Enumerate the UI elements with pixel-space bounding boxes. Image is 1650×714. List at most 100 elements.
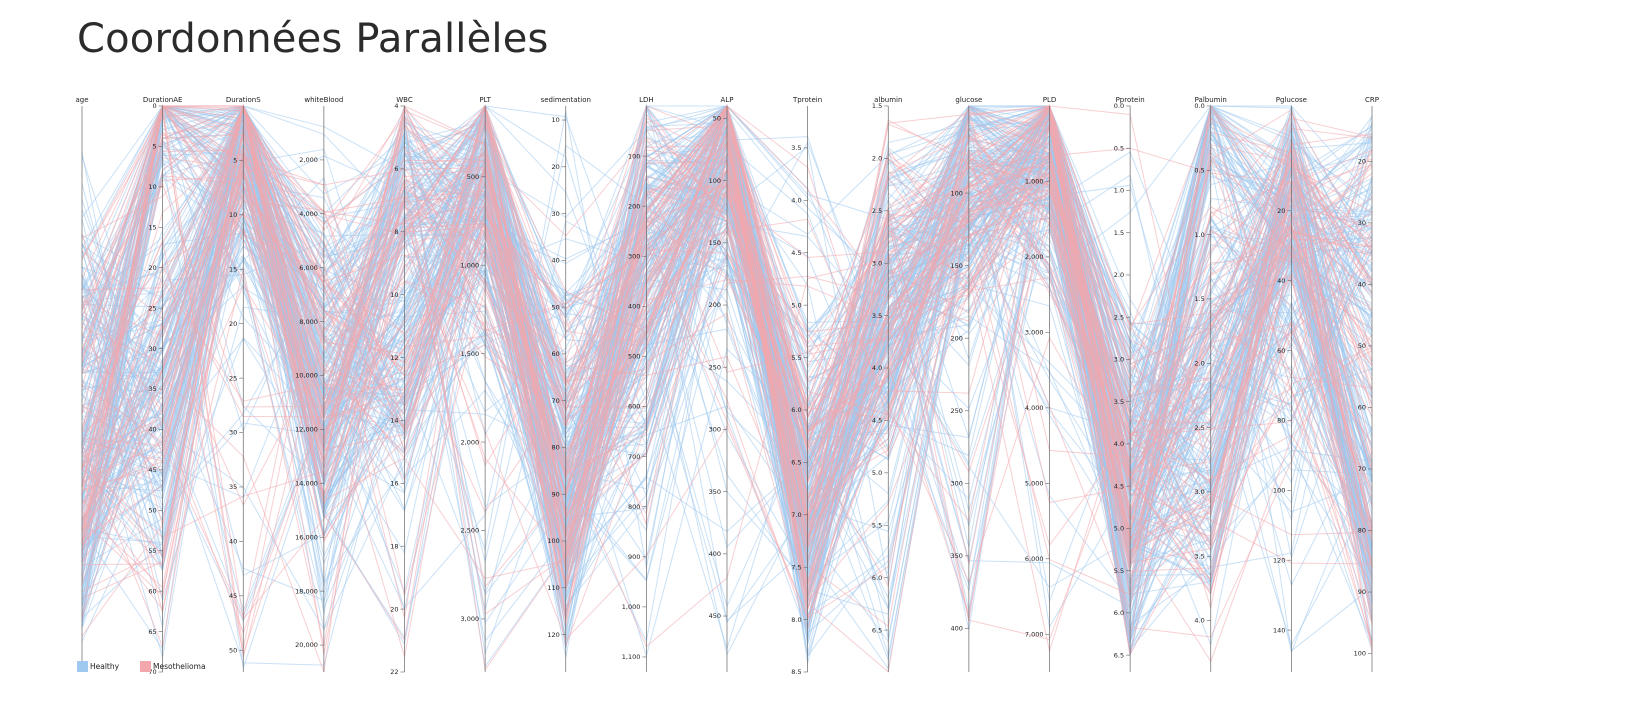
tick-label: 1,000 xyxy=(622,603,641,611)
tick-label: 90 xyxy=(1358,588,1366,596)
tick-label: 0.5 xyxy=(1194,167,1204,175)
legend-label: Mesothelioma xyxy=(153,662,206,671)
axis-title: PLD xyxy=(1043,96,1057,104)
axis-title: sedimentation xyxy=(541,96,591,104)
tick-label: 700 xyxy=(628,453,640,461)
axis-title: LDH xyxy=(639,96,654,104)
axis-title: PLT xyxy=(479,96,491,104)
tick-label: 10 xyxy=(229,211,237,219)
axis-sedimentation[interactable]: sedimentation 10 20 30 40 50 60 70 80 90 100 110 120 xyxy=(541,96,591,672)
axis-title: Tprotein xyxy=(792,96,822,104)
tick-label: 0.5 xyxy=(1114,144,1124,152)
tick-label: 20 xyxy=(1358,158,1366,166)
tick-label: 40 xyxy=(551,257,559,265)
tick-label: 2.5 xyxy=(872,207,882,215)
tick-label: 60 xyxy=(1358,404,1366,412)
tick-label: 40 xyxy=(148,426,156,434)
axis-pglucose[interactable]: Pglucose 20 40 60 80 100 120 140 xyxy=(1273,96,1307,672)
axis-durations[interactable]: DurationS 5 10 15 20 25 30 35 40 45 50 xyxy=(226,96,261,672)
tick-label: 40 xyxy=(229,538,237,546)
tick-label: 3.5 xyxy=(872,312,882,320)
tick-label: 2.0 xyxy=(1114,271,1124,279)
tick-label: 5 xyxy=(233,157,237,165)
tick-label: 1.0 xyxy=(1194,231,1204,239)
tick-label: 45 xyxy=(229,592,237,600)
tick-label: 3.5 xyxy=(1114,398,1124,406)
tick-label: 3.0 xyxy=(1194,488,1204,496)
tick-label: 100 xyxy=(1273,487,1285,495)
tick-label: 20 xyxy=(390,605,398,613)
tick-label: 4 xyxy=(394,102,398,110)
tick-label: 45 xyxy=(148,466,156,474)
axis-alp[interactable]: ALP 50 100 150 200 250 300 350 400 450 xyxy=(709,96,734,672)
axis-glucose[interactable]: glucose 100 150 200 250 300 350 400 xyxy=(950,96,982,672)
tick-label: 400 xyxy=(950,625,962,633)
axis-whiteblood[interactable]: whiteBlood 2,000 4,000 6,000 8,000 10,000 12,0… xyxy=(295,96,343,672)
tick-label: 300 xyxy=(628,252,640,260)
tick-label: 300 xyxy=(709,426,721,434)
axis-tprotein[interactable]: Tprotein 3.5 4.0 4.5 5.0 5.5 6.0 6.5 7.0 7.5 8.0 8.… xyxy=(791,96,822,676)
tick-label: 3,000 xyxy=(1025,329,1044,337)
tick-label: 80 xyxy=(1358,527,1366,535)
axis-age[interactable]: age xyxy=(75,96,89,672)
tick-label: 30 xyxy=(229,429,237,437)
tick-label: 55 xyxy=(148,547,156,555)
legend[interactable]: Healthy Mesothelioma xyxy=(77,661,206,672)
legend-item-healthy[interactable]: Healthy xyxy=(77,661,120,672)
tick-label: 7.5 xyxy=(791,563,801,571)
tick-label: 10 xyxy=(390,291,398,299)
tick-label: 4.0 xyxy=(1114,440,1124,448)
tick-label: 6.0 xyxy=(1114,609,1124,617)
tick-label: 5.0 xyxy=(872,469,882,477)
tick-label: 900 xyxy=(628,553,640,561)
tick-label: 120 xyxy=(547,631,559,639)
tick-label: 80 xyxy=(551,444,559,452)
tick-label: 35 xyxy=(229,483,237,491)
tick-label: 35 xyxy=(148,385,156,393)
tick-label: 6 xyxy=(394,165,398,173)
tick-label: 2.0 xyxy=(1194,359,1204,367)
tick-label: 6,000 xyxy=(1025,555,1044,563)
tick-label: 2.5 xyxy=(1194,424,1204,432)
tick-label: 14 xyxy=(390,417,398,425)
page-title: Coordonnées Parallèles xyxy=(77,16,549,62)
tick-label: 50 xyxy=(713,115,721,123)
tick-label: 5,000 xyxy=(1025,480,1044,488)
axis-title: Palbumin xyxy=(1195,96,1227,104)
tick-label: 2.0 xyxy=(872,155,882,163)
tick-label: 60 xyxy=(551,350,559,358)
tick-label: 3.0 xyxy=(872,259,882,267)
tick-label: 6,000 xyxy=(299,264,318,272)
tick-label: 80 xyxy=(1277,417,1285,425)
axis-plt[interactable]: PLT 500 1,000 1,500 2,000 2,500 3,000 xyxy=(461,96,492,672)
tick-label: 100 xyxy=(628,152,640,160)
tick-label: 20 xyxy=(551,163,559,171)
tick-label: 40 xyxy=(1277,277,1285,285)
axis-pld[interactable]: PLD 1,000 2,000 3,000 4,000 5,000 6,000 7,000 xyxy=(1025,96,1056,672)
tick-label: 20 xyxy=(1277,207,1285,215)
tick-label: 4.0 xyxy=(791,197,801,205)
legend-item-mesothelioma[interactable]: Mesothelioma xyxy=(140,661,206,672)
axis-ldh[interactable]: LDH 100 200 300 400 500 600 700 800 900 1,000 1,100 xyxy=(622,96,654,672)
tick-label: 8,000 xyxy=(299,318,318,326)
tick-label: 0.0 xyxy=(1114,102,1124,110)
tick-label: 500 xyxy=(628,353,640,361)
tick-label: 400 xyxy=(628,303,640,311)
tick-label: 1,000 xyxy=(1025,178,1044,186)
tick-label: 0.0 xyxy=(1194,102,1204,110)
tick-label: 10 xyxy=(148,183,156,191)
tick-label: 4.0 xyxy=(1194,617,1204,625)
tick-label: 1.5 xyxy=(1194,295,1204,303)
tick-label: 300 xyxy=(950,480,962,488)
tick-label: 30 xyxy=(1358,219,1366,227)
tick-label: 6.5 xyxy=(791,459,801,467)
axis-crp[interactable]: CRP 20 30 40 50 60 70 80 90 100 xyxy=(1354,96,1379,672)
tick-label: 4,000 xyxy=(1025,404,1044,412)
tick-label: 50 xyxy=(551,303,559,311)
